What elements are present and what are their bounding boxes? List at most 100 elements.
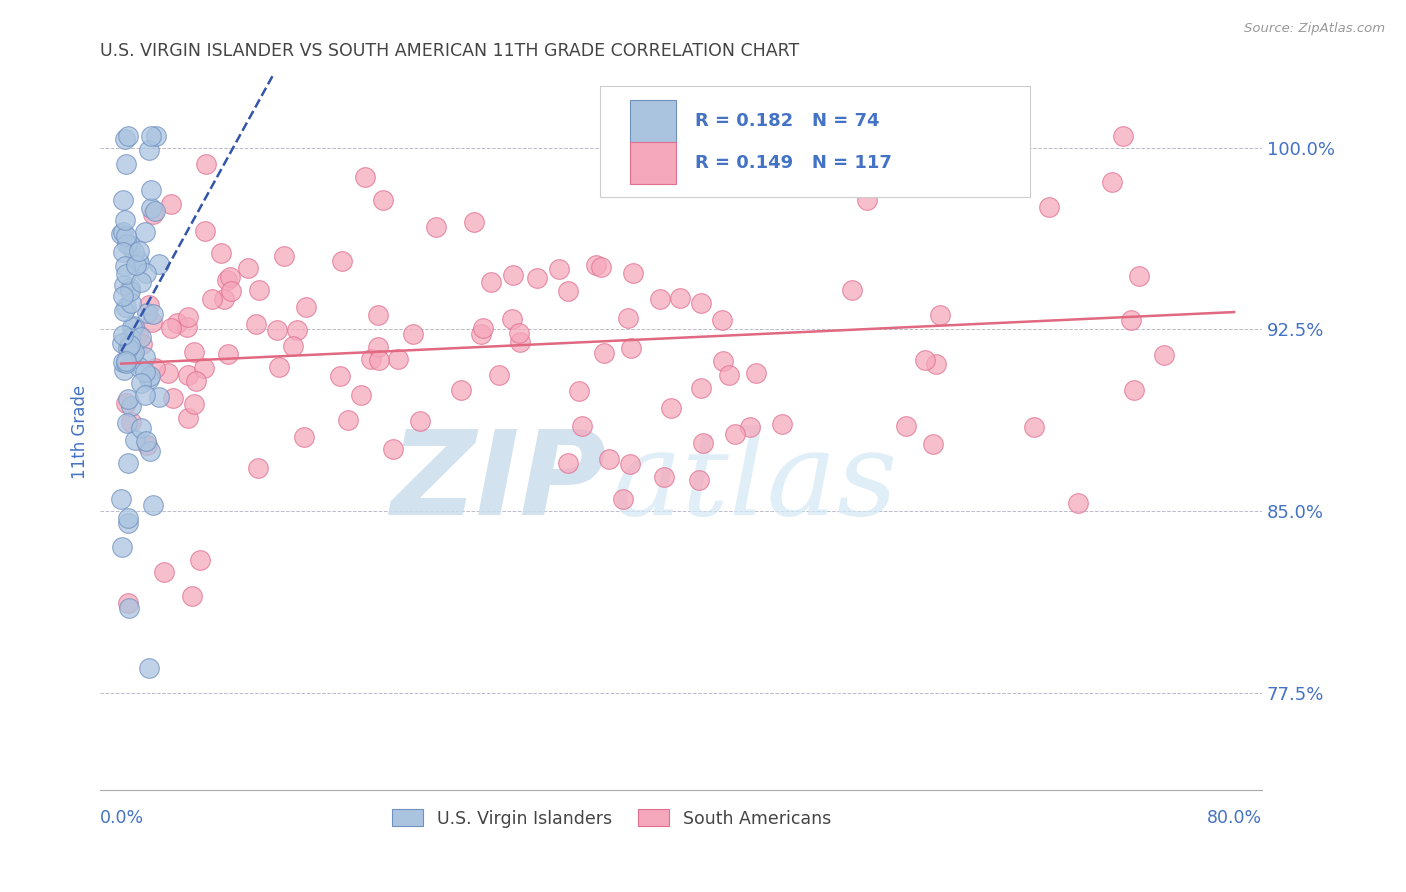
Text: U.S. VIRGIN ISLANDER VS SOUTH AMERICAN 11TH GRADE CORRELATION CHART: U.S. VIRGIN ISLANDER VS SOUTH AMERICAN 1… [100,42,800,60]
Point [371,193,394,207]
Point [114,131,136,145]
Point [118,284,141,298]
Point [219,285,242,299]
Point [138,368,160,383]
Point [122,345,145,359]
Point [360,352,382,367]
Point [176,368,198,382]
Text: R = 0.182   N = 74: R = 0.182 N = 74 [695,112,880,130]
Point [121,348,143,362]
Point [125,258,148,272]
FancyBboxPatch shape [630,100,676,142]
Point [367,308,389,322]
Point [350,388,373,402]
Point [193,361,215,376]
Point [1038,201,1060,215]
Point [117,392,139,407]
Point [120,415,142,429]
Point [111,541,134,555]
Point [136,438,159,452]
Text: Source: ZipAtlas.com: Source: ZipAtlas.com [1244,22,1385,36]
Point [509,335,531,350]
Point [285,323,308,337]
Point [114,395,136,409]
Point [281,339,304,353]
Point [209,246,232,260]
Point [166,316,188,330]
Point [112,362,135,376]
Point [111,288,134,302]
Point [138,372,160,386]
Point [470,327,492,342]
Point [122,245,145,260]
Point [124,319,146,334]
Point [129,276,152,290]
Point [143,203,166,218]
Point [135,266,157,280]
Point [745,367,768,381]
Point [1119,313,1142,327]
Point [266,323,288,337]
Point [689,296,711,310]
Point [571,419,593,434]
Point [425,219,447,234]
Point [120,295,142,310]
Point [114,157,136,171]
Point [142,306,165,320]
Y-axis label: 11th Grade: 11th Grade [72,385,89,479]
Point [218,269,240,284]
Point [620,341,643,355]
Point [145,128,167,143]
Text: atlas: atlas [612,425,898,540]
Point [201,293,224,307]
Point [141,128,163,143]
Point [112,193,135,207]
Point [238,260,260,275]
Point [184,374,207,388]
Point [1123,383,1146,397]
Point [295,300,318,314]
Point [128,244,150,259]
Point [128,255,150,269]
Point [111,245,134,260]
Legend: U.S. Virgin Islanders, South Americans: U.S. Virgin Islanders, South Americans [385,802,838,834]
Point [181,589,204,603]
Point [652,470,675,484]
Point [212,293,235,307]
Point [770,417,793,432]
Text: ZIP: ZIP [389,425,606,540]
Point [354,170,377,185]
Point [330,254,353,268]
Point [117,596,139,610]
Point [245,317,267,331]
Point [115,356,138,370]
Point [450,383,472,397]
Point [112,328,135,343]
Point [145,361,167,376]
Point [142,207,165,221]
Point [128,360,150,375]
Point [157,366,180,380]
Point [856,193,879,207]
Point [111,355,134,369]
Point [471,321,494,335]
Point [619,458,641,472]
Point [114,213,136,227]
Point [593,346,616,360]
Point [115,236,138,251]
Point [409,414,432,428]
Point [367,340,389,354]
Point [215,273,238,287]
Text: R = 0.149   N = 117: R = 0.149 N = 117 [695,154,891,172]
Point [112,225,135,239]
Point [138,661,160,675]
Point [148,257,170,271]
Text: 0.0%: 0.0% [100,809,145,827]
Point [129,376,152,390]
Point [740,420,762,434]
Point [612,491,634,506]
Point [114,228,136,243]
Point [112,278,135,293]
Point [463,215,485,229]
Point [1153,348,1175,362]
